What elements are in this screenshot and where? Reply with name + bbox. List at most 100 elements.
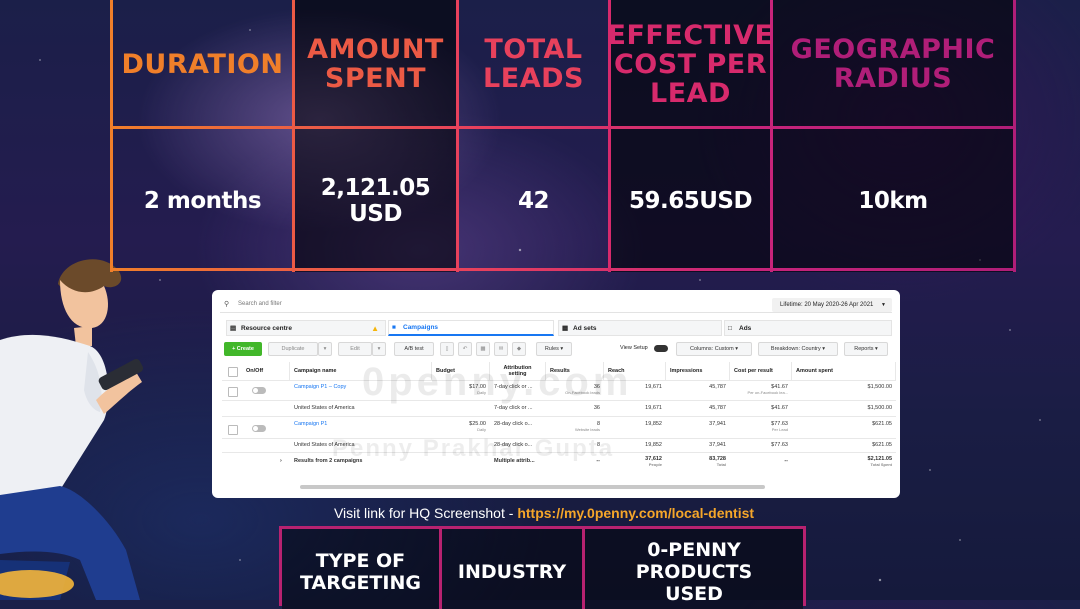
hq-screenshot-caption: Visit link for HQ Screenshot - https://m… <box>0 505 1080 521</box>
copy-icon[interactable]: ▯ <box>440 342 454 356</box>
rules-button[interactable]: Rules ▾ <box>536 342 572 356</box>
column-header[interactable]: Attribution setting <box>490 362 546 380</box>
column-header[interactable]: Reach <box>604 362 666 380</box>
column-header[interactable]: E <box>896 362 900 380</box>
stats-grid-line <box>110 126 1016 129</box>
ab-test-button[interactable]: A/B test <box>394 342 434 356</box>
search-bar[interactable]: ⚲ Search and filter Lifetime: 20 May 202… <box>220 298 892 313</box>
amount-spent-cell: $621.05 <box>872 421 892 427</box>
stats-header-amount-spent: AMOUNT SPENT <box>307 34 444 94</box>
chevron-down-icon[interactable]: ▾ <box>318 342 332 356</box>
budget-cell: $25.00 Daily <box>469 421 486 432</box>
stats-header-duration: DURATION <box>121 48 284 80</box>
attribution-cell: 28-day click o... <box>494 442 533 448</box>
cost-per-result-cell: $41.67 Per on-Facebook lea... <box>747 384 788 395</box>
table-row[interactable]: Campaign P1 – Copy $17.00 Daily 7-day cli… <box>222 380 896 401</box>
stats-grid-line <box>456 0 459 272</box>
edit-button[interactable]: Edit <box>338 342 372 356</box>
undo-icon[interactable]: ↶ <box>458 342 472 356</box>
watermark: Penny Prakhar Gupta <box>332 435 615 462</box>
header-industry: INDUSTRY <box>442 529 582 609</box>
stats-header-cost-per-lead: EFFECTIVE COST PER LEAD <box>607 19 774 109</box>
reach-cell: 19,852 <box>645 442 662 448</box>
attribution-cell: 7-day click or ... <box>494 384 533 390</box>
cost-per-result-cell: $77.63 <box>771 442 788 448</box>
campaign-toggle[interactable] <box>252 425 266 432</box>
select-all-checkbox[interactable] <box>228 367 238 377</box>
grid-icon: ▦ <box>562 325 569 332</box>
stats-grid-line <box>770 0 773 272</box>
amount-spent-cell: $1,500.00 <box>867 405 892 411</box>
amount-spent-cell: $1,500.00 <box>867 384 892 390</box>
chevron-down-icon: ▼ <box>881 302 886 308</box>
column-header[interactable]: Cost per result <box>730 362 792 380</box>
document-icon: ▤ <box>230 325 237 332</box>
stats-grid-line <box>110 268 1016 271</box>
breakdown-country-cell: United States of America <box>294 442 355 448</box>
column-header[interactable]: Campaign name <box>290 362 432 380</box>
breakdown-label: Breakdown: Country <box>770 346 821 352</box>
column-header[interactable]: Impressions <box>666 362 730 380</box>
results-cell: 36 <box>593 405 600 411</box>
delete-icon[interactable]: ▩ <box>476 342 490 356</box>
person-with-phone-illustration <box>0 259 144 600</box>
totals-results: -- <box>596 458 600 464</box>
create-button[interactable]: + Create <box>224 342 262 356</box>
columns-button[interactable]: Columns: Custom ▾ <box>676 342 752 356</box>
stats-cell-bg <box>294 0 458 272</box>
breakdown-button[interactable]: Breakdown: Country ▾ <box>758 342 838 356</box>
warning-icon: ▲ <box>371 323 379 333</box>
results-cell: 36 On-Facebook leads <box>565 384 600 395</box>
budget-cell: $17.00 Daily <box>469 384 486 395</box>
column-header[interactable]: Amount spent <box>792 362 896 380</box>
campaign-toggle[interactable] <box>252 387 266 394</box>
date-range-picker[interactable]: Lifetime: 20 May 2020-26 Apr 2021 ▼ <box>772 298 892 312</box>
table-row[interactable]: United States of America 7-day click or … <box>222 400 896 417</box>
totals-impressions: 83,728 Total <box>709 456 726 467</box>
header-type-of-targeting: TYPE OF TARGETING <box>282 529 439 609</box>
results-cell: 8 <box>596 442 600 448</box>
tab-ads[interactable]: □ Ads <box>724 320 892 336</box>
campaign-name-link[interactable]: Campaign P1 – Copy <box>294 384 347 390</box>
attribution-cell: 28-day click o... <box>494 421 533 427</box>
stats-grid-line <box>1013 0 1016 272</box>
row-checkbox[interactable] <box>228 425 238 435</box>
tab-ad-sets[interactable]: ▦ Ad sets <box>558 320 722 336</box>
search-icon: ⚲ <box>224 301 230 308</box>
toolbar: + Create Duplicate ▾ Edit ▾ A/B test ▯ ↶… <box>222 342 894 356</box>
results-cell: 8 Website leads <box>574 421 600 432</box>
reach-cell: 19,671 <box>645 384 662 390</box>
view-setup-toggle[interactable] <box>654 345 668 352</box>
column-header[interactable]: Budget <box>432 362 490 380</box>
totals-cost-per-result: -- <box>784 458 788 464</box>
row-checkbox[interactable] <box>228 387 238 397</box>
table-row[interactable]: United States of America 28-day click o.… <box>222 438 896 453</box>
header-0-penny-products-used: 0-PENNY PRODUCTS USED <box>585 529 803 609</box>
horizontal-scrollbar[interactable] <box>300 485 765 489</box>
column-header[interactable]: Results <box>546 362 604 380</box>
tag-icon[interactable]: ◆ <box>512 342 526 356</box>
comment-icon[interactable]: ✉ <box>494 342 508 356</box>
rules-label: Rules <box>544 346 559 352</box>
tab-resource-centre[interactable]: ▤ Resource centre ▲ <box>226 320 386 336</box>
stats-value-cost-per-lead: 59.65USD <box>628 188 753 214</box>
breakdown-country-cell: United States of America <box>294 405 355 411</box>
stats-header-geographic-radius: GEOGRAPHIC RADIUS <box>790 34 996 94</box>
cost-per-result-cell: $77.63 Per Lead <box>771 421 788 432</box>
duplicate-button[interactable]: Duplicate <box>268 342 318 356</box>
column-header[interactable]: On/Off <box>242 362 290 380</box>
reports-button[interactable]: Reports ▾ <box>844 342 888 356</box>
hq-screenshot-link[interactable]: https://my.0penny.com/local-dentist <box>517 505 755 521</box>
attribution-cell: 7-day click or ... <box>494 405 533 411</box>
impressions-cell: 45,787 <box>709 384 726 390</box>
stats-value-total-leads: 42 <box>517 188 550 214</box>
campaign-name-link[interactable]: Campaign P1 <box>294 421 328 427</box>
chevron-right-icon[interactable]: › <box>280 458 282 464</box>
tab-campaigns[interactable]: ■ Campaigns <box>388 320 554 336</box>
impressions-cell: 37,941 <box>709 442 726 448</box>
chevron-down-icon[interactable]: ▾ <box>372 342 386 356</box>
stats-header-total-leads: TOTAL LEADS <box>483 34 584 94</box>
table-row[interactable]: Campaign P1 $25.00 Daily 28-day click o..… <box>222 416 896 439</box>
caption-text: Visit link for HQ Screenshot - <box>333 505 518 521</box>
totals-label: Results from 2 campaigns <box>294 458 363 464</box>
